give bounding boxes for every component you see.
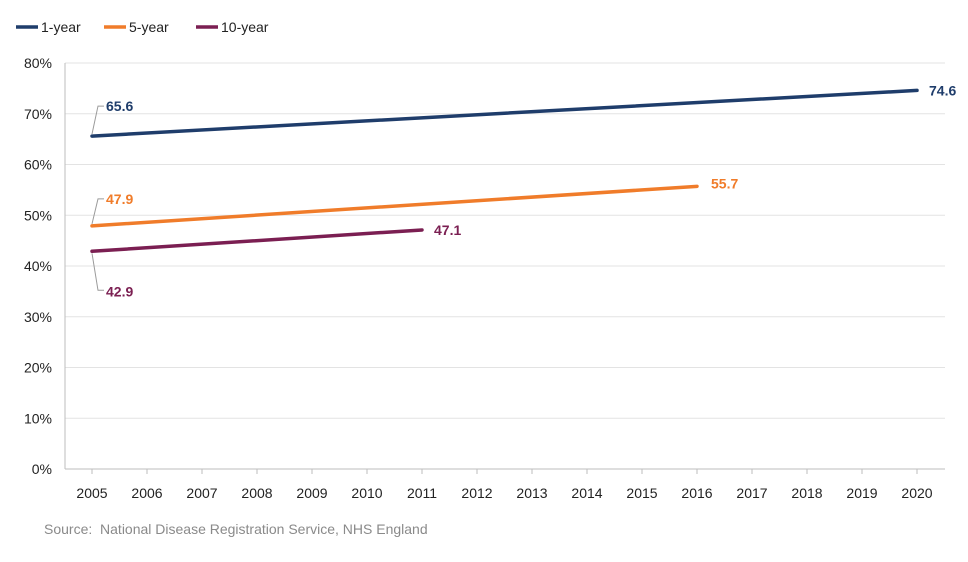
x-tick-label: 2015 <box>626 485 657 501</box>
x-tick-label: 2014 <box>571 485 602 501</box>
x-tick-label: 2016 <box>681 485 712 501</box>
series-line-5-year <box>90 184 699 228</box>
legend-label-10-year: 10-year <box>221 19 269 35</box>
y-tick-label: 70% <box>24 106 52 122</box>
y-tick-label: 40% <box>24 258 52 274</box>
x-tick-label: 2012 <box>461 485 492 501</box>
legend-label-1-year: 1-year <box>41 19 81 35</box>
data-label: 74.6 <box>929 82 956 98</box>
y-axis-ticks: 0% 10% 20% 30% 40% 50% 60% 70% 80% <box>24 55 52 477</box>
y-tick-label: 20% <box>24 360 52 376</box>
x-tick-label: 2007 <box>186 485 217 501</box>
axes <box>64 63 945 470</box>
x-tick-label: 2013 <box>516 485 547 501</box>
y-tick-label: 60% <box>24 157 52 173</box>
data-labels: 65.6 74.6 47.9 55.7 42.9 47.1 <box>91 82 956 299</box>
data-label: 55.7 <box>711 175 738 191</box>
x-tick-label: 2006 <box>131 485 162 501</box>
x-tick-label: 2005 <box>76 485 107 501</box>
leader-line <box>91 253 104 291</box>
y-tick-label: 30% <box>24 309 52 325</box>
data-label: 47.1 <box>434 222 461 238</box>
series-line-1-year <box>90 88 919 138</box>
x-tick-label: 2020 <box>901 485 932 501</box>
y-tick-label: 0% <box>32 461 52 477</box>
gridlines <box>65 62 945 419</box>
data-label: 65.6 <box>106 98 133 114</box>
x-axis-ticks: 2005 2006 2007 2008 2009 2010 2011 2012 2013 2014… <box>76 469 933 501</box>
y-tick-label: 50% <box>24 207 52 223</box>
x-tick-label: 2008 <box>241 485 272 501</box>
data-label: 47.9 <box>106 191 133 207</box>
series-lines <box>90 88 919 254</box>
x-tick-label: 2009 <box>296 485 327 501</box>
source-note: Source: National Disease Registration Se… <box>44 521 428 537</box>
data-label: 42.9 <box>106 283 133 299</box>
leader-line <box>91 198 104 225</box>
x-tick-label: 2018 <box>791 485 822 501</box>
y-tick-label: 80% <box>24 55 52 71</box>
leader-line <box>91 105 104 135</box>
x-tick-label: 2019 <box>846 485 877 501</box>
y-tick-label: 10% <box>24 410 52 426</box>
x-tick-label: 2010 <box>351 485 382 501</box>
x-tick-label: 2011 <box>407 485 437 501</box>
series-line-10-year <box>90 228 424 254</box>
x-tick-label: 2017 <box>736 485 767 501</box>
legend: 1-year 5-year 10-year <box>16 19 269 35</box>
legend-label-5-year: 5-year <box>129 19 169 35</box>
